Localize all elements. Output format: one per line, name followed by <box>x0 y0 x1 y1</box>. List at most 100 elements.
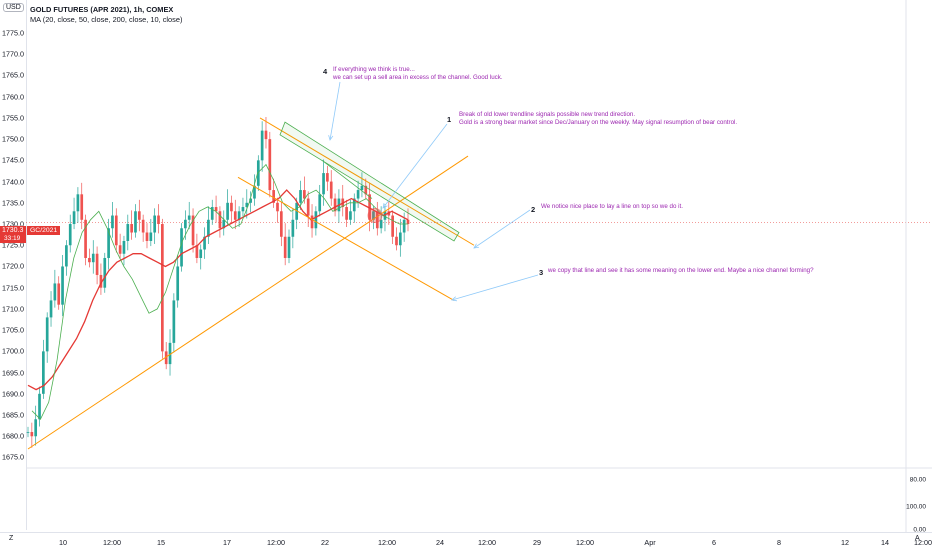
candle-body <box>299 190 302 203</box>
time-tick: 6 <box>712 538 716 547</box>
candle-body <box>333 198 337 212</box>
price-tick: 1710.0 <box>2 304 24 314</box>
candle-body <box>306 198 310 216</box>
auto-scale-button[interactable]: A <box>915 535 920 542</box>
candle-body <box>349 211 352 220</box>
annotation-line: Break of old lower trendline signals pos… <box>459 111 636 118</box>
volume-axis[interactable]: 80.00 100.00 0.00 <box>906 468 932 534</box>
candle-body <box>72 211 76 225</box>
candle-body <box>264 130 268 140</box>
currency-badge[interactable]: USD <box>3 3 24 12</box>
candle-body <box>245 202 249 208</box>
candle-body <box>218 211 222 229</box>
volume-tick: 100.00 <box>906 503 926 511</box>
symbol-title[interactable]: GOLD FUTURES (APR 2021), 1h, COMEX <box>30 5 174 14</box>
annotation-text[interactable]: we copy that line and see it has some me… <box>548 267 814 274</box>
time-tick: 12:00 <box>267 538 285 547</box>
candle-body <box>176 266 180 301</box>
annotation-line: Gold is a strong bear market since Dec/J… <box>459 118 738 126</box>
annotation-text[interactable]: We notice nice place to lay a line on to… <box>541 203 683 210</box>
ma-slow-line <box>27 189 409 391</box>
candle-body <box>30 432 34 437</box>
chart-area[interactable] <box>0 0 932 532</box>
candle-body <box>391 215 394 237</box>
annotation-number: 1 <box>447 115 452 124</box>
candle-body <box>137 211 141 220</box>
time-tick: 12:00 <box>576 538 594 547</box>
candle-body <box>230 202 233 212</box>
price-tick: 1745.0 <box>2 155 24 165</box>
candle-body <box>191 215 195 246</box>
candle-body <box>364 185 368 195</box>
time-tick: 12 <box>841 538 849 547</box>
candle-body <box>222 219 226 229</box>
chart-grid <box>26 0 932 532</box>
candle-body <box>207 219 210 237</box>
candle-body <box>345 207 348 220</box>
volume-tick: 80.00 <box>909 476 926 484</box>
annotation-arrow <box>473 209 531 249</box>
price-tick: 1695.0 <box>2 368 24 378</box>
candle-body <box>318 194 322 212</box>
time-tick: 8 <box>777 538 781 547</box>
price-tick: 1715.0 <box>2 283 24 293</box>
candle-body <box>122 241 126 254</box>
candle-body <box>283 236 287 258</box>
price-tick: 1755.0 <box>2 113 24 123</box>
candle-body <box>172 300 176 343</box>
price-tick: 1775.0 <box>2 28 24 38</box>
candle-body <box>26 432 30 433</box>
annotation-line: If everything we think is true... <box>333 66 415 73</box>
time-tick: 22 <box>321 538 329 547</box>
drawings <box>27 81 539 450</box>
candle-body <box>187 215 191 220</box>
time-tick: 24 <box>436 538 444 547</box>
price-tick: 1750.0 <box>2 134 24 144</box>
zoom-button[interactable]: Z <box>9 535 14 542</box>
price-tick: 1730.0 <box>2 219 24 229</box>
candle-body <box>57 283 61 305</box>
candle-body <box>356 190 360 199</box>
price-tick: 1725.0 <box>2 240 24 250</box>
breakout-circle <box>367 208 383 224</box>
candle-body <box>91 253 95 263</box>
candle-body <box>141 219 145 233</box>
candle-body <box>303 190 306 199</box>
candle-body <box>279 211 283 237</box>
price-tick: 1720.0 <box>2 261 24 271</box>
annotation-text[interactable]: Break of old lower trendline signals pos… <box>459 111 737 126</box>
candle-body <box>145 232 149 241</box>
time-axis[interactable]: 10 12:00 15 17 12:00 22 12:00 24 12:00 29 12:00 Apr… <box>0 532 932 551</box>
candle-body <box>103 257 107 288</box>
candle-body <box>253 185 256 199</box>
bar-countdown: 33:19 <box>0 235 26 243</box>
candle-body <box>149 232 153 241</box>
candle-body <box>68 224 72 246</box>
candle-body <box>168 342 172 365</box>
annotation-text[interactable]: If everything we think is true... we can… <box>333 66 503 81</box>
ma-indicator-label[interactable]: MA (20, close, 50, close, 200, close, 10… <box>30 15 183 24</box>
price-tick: 1690.0 <box>2 389 24 399</box>
time-tick: 12:00 <box>103 538 121 547</box>
candle-body <box>210 207 214 220</box>
candles <box>26 117 410 448</box>
price-axis[interactable]: 1775.0 1770.0 1765.0 1760.0 1755.0 1750.0 1745… <box>0 0 27 530</box>
candle-body <box>375 211 379 229</box>
candle-body <box>114 215 118 246</box>
annotation-line: we can set up a sell area in excess of t… <box>333 73 503 81</box>
price-tick: 1770.0 <box>2 49 24 59</box>
candle-body <box>226 202 229 220</box>
candle-body <box>111 215 114 229</box>
sell-zone-rectangle <box>279 121 460 242</box>
annotation-arrow <box>451 274 539 301</box>
candle-body <box>272 190 275 203</box>
candle-body <box>45 317 49 352</box>
candle-body <box>53 283 57 301</box>
candle-body <box>360 185 364 191</box>
candle-body <box>326 173 329 182</box>
ma-fast-line <box>31 163 408 420</box>
candle-body <box>310 215 314 229</box>
arrow-head <box>328 135 334 141</box>
annotation-number: 3 <box>539 268 544 277</box>
price-tick: 1735.0 <box>2 198 24 208</box>
